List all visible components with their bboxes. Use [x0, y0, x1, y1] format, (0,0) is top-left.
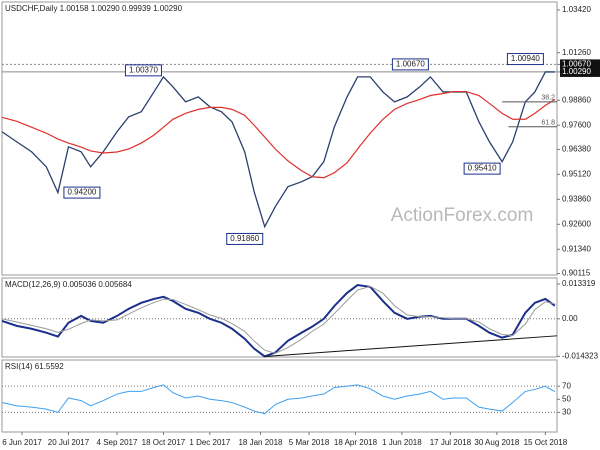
y-tick-label: 0.91340 [562, 244, 591, 253]
y-tick-label: 0.90115 [562, 269, 591, 278]
y-tick-label: 0.96380 [562, 145, 591, 154]
annotation-label: 0.95410 [468, 164, 497, 173]
panel-frame [1, 359, 558, 433]
y-tick-label: 0.92600 [562, 219, 591, 228]
price-box [560, 66, 600, 77]
panel-frame [1, 1, 558, 276]
panel-frame [1, 277, 558, 358]
x-tick-label: 18 Apr 2018 [334, 438, 378, 447]
y-tick-label: 0.97600 [562, 120, 591, 129]
annotation-label: 1.00370 [129, 65, 158, 74]
annotation-box [63, 186, 101, 199]
x-tick-label: 15 Oct 2018 [524, 438, 568, 447]
trend-line [264, 335, 558, 357]
y-tick-label: 1.01260 [562, 48, 591, 57]
annotation-box [391, 58, 429, 71]
y-tick-label: 1.00290 [562, 67, 591, 76]
panel-title: RSI(14) 61.5592 [5, 362, 64, 371]
fib-label: 38.2 [541, 95, 555, 102]
x-tick-label: 4 Sep 2017 [97, 438, 138, 447]
y-tick-label: 30 [562, 407, 571, 416]
y-tick-label: 0.00 [562, 314, 578, 323]
x-tick-label: 30 Aug 2018 [474, 438, 519, 447]
price-box [560, 59, 600, 70]
x-tick-label: 18 Oct 2017 [142, 438, 186, 447]
x-tick-label: 1 Jun 2018 [382, 438, 422, 447]
y-tick-label: 50 [562, 394, 571, 403]
annotation-box [463, 162, 501, 175]
annotation-box [506, 53, 544, 66]
fib-label: 61.8 [541, 120, 555, 127]
series-line [1, 284, 556, 358]
annotation-box [124, 64, 162, 77]
y-tick-label: -0.014323 [562, 351, 599, 360]
watermark: ActionForex.com [391, 205, 534, 226]
annotation-box [226, 232, 264, 245]
panel-title: MACD(12,26,9) 0.005036 0.005684 [5, 280, 132, 289]
annotation-label: 1.00940 [511, 54, 540, 63]
x-tick-label: 6 Jun 2017 [2, 438, 42, 447]
y-tick-label: 0.013319 [562, 279, 596, 288]
panel-title: USDCHF,Daily 1.00158 1.00290 0.99939 1.0… [5, 4, 183, 13]
y-tick-label: 70 [562, 381, 571, 390]
series-line [1, 71, 555, 229]
x-tick-label: 17 Jul 2018 [430, 438, 472, 447]
series-line [1, 384, 556, 415]
x-tick-label: 18 Jan 2018 [238, 438, 283, 447]
annotation-label: 1.00670 [396, 60, 425, 69]
series-line [1, 285, 555, 354]
x-tick-label: 1 Dec 2017 [189, 438, 230, 447]
y-tick-label: 0.95120 [562, 169, 591, 178]
annotation-label: 0.91860 [230, 234, 259, 243]
series-line [1, 90, 556, 179]
y-tick-label: 1.00670 [562, 60, 591, 69]
annotation-label: 0.94200 [67, 188, 96, 197]
x-tick-label: 5 Mar 2018 [289, 438, 330, 447]
y-tick-label: 1.03420 [562, 5, 591, 14]
y-tick-label: 0.98860 [562, 95, 591, 104]
y-tick-label: 0.93860 [562, 194, 591, 203]
x-tick-label: 20 Jul 2017 [48, 438, 90, 447]
